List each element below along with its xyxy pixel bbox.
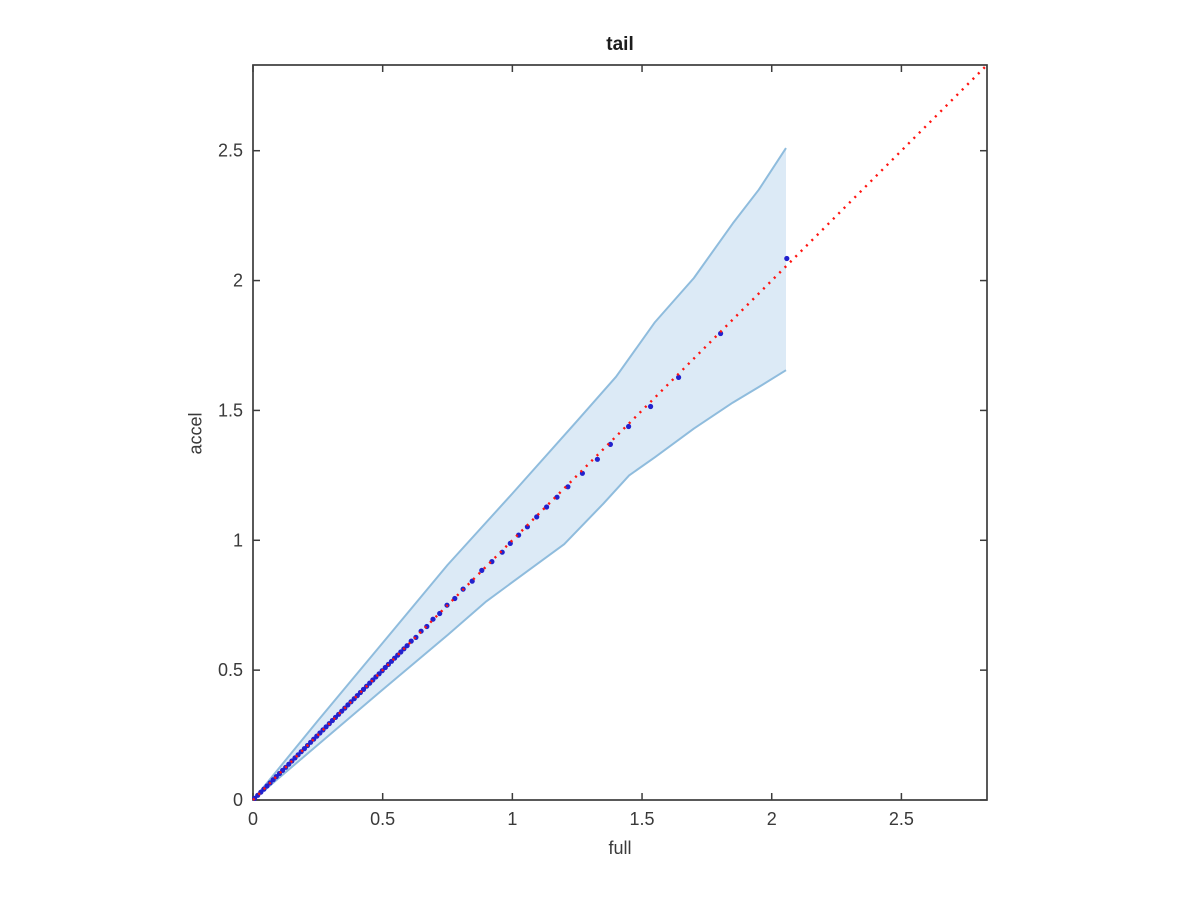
x-tick-label: 2 bbox=[767, 809, 777, 829]
band-upper-edge bbox=[252, 147, 787, 801]
chart-title: tail bbox=[606, 34, 634, 55]
x-tick-label: 1.5 bbox=[630, 809, 655, 829]
x-tick-label: 2.5 bbox=[889, 809, 914, 829]
axis-box bbox=[252, 64, 988, 801]
scatter-point bbox=[565, 484, 571, 490]
x-axis-label: full bbox=[608, 838, 632, 858]
scatter-point bbox=[437, 610, 443, 617]
scatter-point bbox=[398, 649, 404, 655]
scatter-point bbox=[607, 441, 614, 447]
scatter-point bbox=[323, 724, 329, 730]
y-tick-label: 0 bbox=[233, 790, 243, 810]
band-lower-edge bbox=[252, 369, 787, 801]
x-tick-label: 0 bbox=[248, 809, 258, 829]
scatter-point bbox=[784, 255, 790, 262]
x-tick-label: 1 bbox=[507, 809, 517, 829]
y-tick-label: 1.5 bbox=[218, 400, 243, 420]
scatter-point bbox=[360, 686, 367, 693]
y-tick-label: 1 bbox=[233, 530, 243, 550]
scatter-point bbox=[479, 567, 485, 574]
y-tick-label: 2.5 bbox=[218, 141, 243, 161]
scatter-point bbox=[626, 423, 632, 430]
scatter-point bbox=[718, 330, 724, 337]
scatter-point bbox=[648, 403, 654, 410]
scatter-point bbox=[430, 616, 436, 622]
scatter-point bbox=[286, 761, 292, 767]
y-tick-label: 0.5 bbox=[218, 660, 243, 680]
scatter-point bbox=[452, 595, 458, 602]
scatter-point bbox=[404, 643, 410, 649]
scatter-point bbox=[594, 456, 601, 462]
y-axis-label: accel bbox=[185, 412, 206, 455]
scatter-point bbox=[544, 504, 550, 510]
x-tick-label: 0.5 bbox=[370, 809, 395, 829]
scatter-point bbox=[676, 374, 682, 380]
scatter-point bbox=[534, 514, 540, 520]
y-tick-label: 2 bbox=[233, 271, 243, 291]
